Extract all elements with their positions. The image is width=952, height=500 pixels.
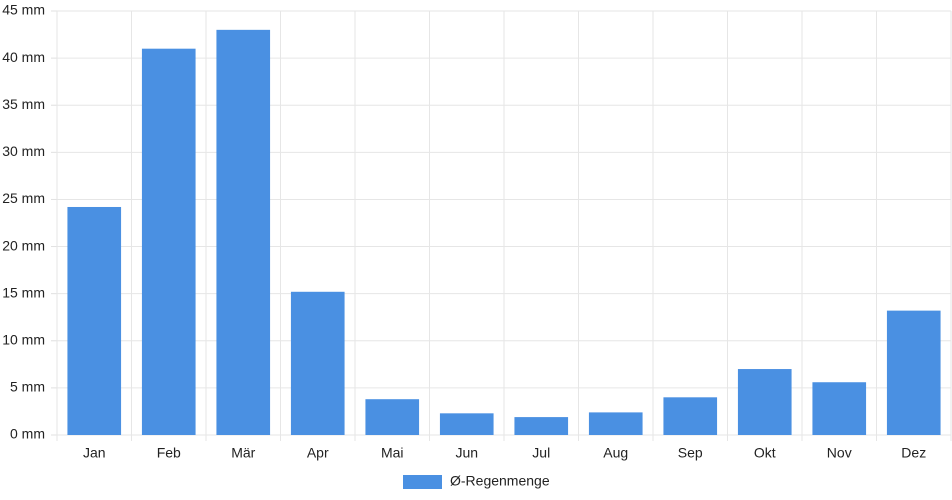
bar (514, 417, 569, 435)
bar (663, 397, 718, 435)
bar (439, 413, 494, 435)
y-tick-label: 45 mm (2, 2, 45, 18)
y-tick-label: 30 mm (2, 143, 45, 159)
x-tick-label: Jun (455, 445, 478, 461)
y-tick-label: 40 mm (2, 49, 45, 65)
bar (812, 382, 867, 435)
x-tick-label: Mär (231, 445, 255, 461)
x-tick-label: Sep (678, 445, 703, 461)
bar (216, 29, 271, 435)
x-tick-label: Aug (603, 445, 628, 461)
y-tick-label: 5 mm (10, 379, 45, 395)
bar (886, 310, 941, 435)
x-tick-label: Mai (381, 445, 404, 461)
x-tick-label: Jan (83, 445, 106, 461)
y-tick-label: 0 mm (10, 426, 45, 442)
y-tick-label: 10 mm (2, 331, 45, 347)
legend-label: Ø-Regenmenge (450, 473, 550, 489)
x-tick-label: Okt (754, 445, 776, 461)
bar (365, 399, 420, 435)
x-tick-label: Feb (157, 445, 181, 461)
y-tick-label: 35 mm (2, 96, 45, 112)
y-tick-label: 20 mm (2, 237, 45, 253)
legend-swatch (403, 475, 442, 489)
y-tick-label: 25 mm (2, 190, 45, 206)
bar (737, 369, 792, 435)
bar (141, 48, 196, 435)
x-tick-label: Dez (901, 445, 926, 461)
bar (290, 291, 345, 435)
bar (588, 412, 643, 435)
bar (67, 206, 122, 435)
x-tick-label: Nov (827, 445, 852, 461)
x-tick-label: Jul (532, 445, 550, 461)
x-tick-label: Apr (307, 445, 329, 461)
y-tick-label: 15 mm (2, 284, 45, 300)
